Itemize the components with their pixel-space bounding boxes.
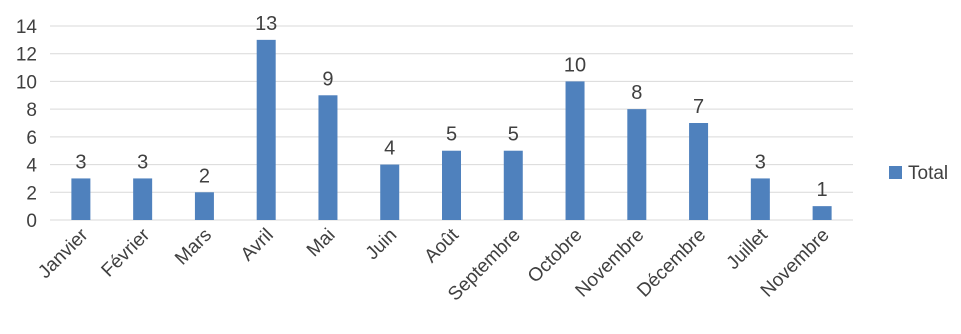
y-tick-label: 12 [16,45,37,66]
data-label: 3 [75,151,86,173]
bar [71,178,91,220]
legend-label-total: Total [908,163,948,184]
y-tick-label: 10 [16,72,37,93]
x-tick-label: Mai [303,225,340,262]
x-tick-label: Février [98,224,155,281]
data-label: 3 [137,151,148,173]
bars [71,39,832,220]
x-tick-label: Mars [171,225,216,270]
bar [194,192,214,220]
y-tick-label: 8 [26,100,37,121]
bar [133,178,153,220]
bar [318,95,338,220]
legend: Total [889,163,948,184]
legend-swatch-total [889,166,902,179]
y-tick-label: 14 [16,17,38,38]
bar [750,178,770,220]
data-label: 10 [564,54,586,76]
bar [442,150,461,220]
x-tick-label: Juin [362,225,401,264]
x-axis-ticks: Janvier Février Mars Avril Mai Juin AoûtSeptem… [34,224,833,305]
bar [256,39,276,220]
x-tick-label: Octobre [524,225,587,288]
bar [380,164,400,220]
data-label: 4 [384,138,395,160]
data-label: 13 [255,13,277,35]
data-label: 8 [631,82,642,104]
y-tick-label: 0 [26,211,37,232]
data-labels: 3 3 2 13 9 4 5 5 10 8 7 3 1 [75,13,827,201]
data-label: 7 [693,96,704,118]
data-label: 1 [817,179,828,201]
bar [689,123,709,220]
data-label: 5 [446,124,457,146]
y-axis-ticks: 0 2 4 6 8 10 12 14 [16,17,38,232]
x-tick-label: Avril [237,225,278,266]
x-tick-label: Juillet [723,224,773,274]
y-tick-label: 2 [26,183,37,204]
bar [812,206,832,220]
bar [565,81,585,220]
bar [503,150,523,220]
y-tick-label: 6 [26,128,37,149]
x-tick-label: Janvier [34,224,93,283]
data-label: 2 [199,165,210,187]
data-label: 9 [322,68,333,90]
x-tick-label: Août [421,224,464,267]
data-label: 5 [508,124,519,146]
y-tick-label: 4 [26,156,37,177]
data-label: 3 [755,151,766,173]
bar [627,109,647,220]
